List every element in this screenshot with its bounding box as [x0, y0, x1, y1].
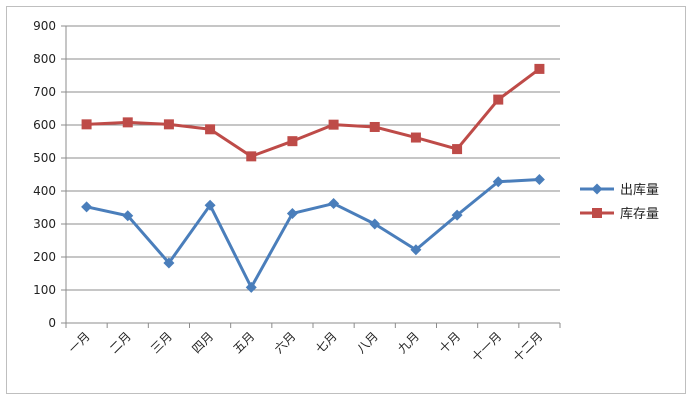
- x-tick-label: 二月: [107, 329, 134, 356]
- data-point: [122, 210, 134, 222]
- x-tick-label: 十月: [436, 329, 463, 356]
- series-2: [81, 63, 545, 162]
- y-tick-label: 800: [33, 52, 56, 66]
- legend-item: 库存量: [580, 206, 659, 222]
- x-tick-label: 十一月: [469, 329, 504, 364]
- y-tick-labels: 0 100 200 300 400 500 600 700 800 900: [33, 19, 56, 330]
- y-tick-label: 900: [33, 19, 56, 33]
- data-point: [533, 173, 545, 185]
- axes: [65, 26, 561, 328]
- legend-item: 出库量: [580, 182, 659, 198]
- series-line: [86, 67, 541, 158]
- data-point: [163, 257, 175, 269]
- data-point: [245, 281, 257, 293]
- grid-lines: [61, 25, 560, 324]
- y-tick-label: 300: [33, 217, 56, 231]
- data-point: [451, 209, 463, 221]
- x-tick-label: 九月: [395, 329, 422, 356]
- data-point: [204, 199, 216, 211]
- data-point: [163, 119, 174, 130]
- x-tick-label: 七月: [313, 329, 340, 356]
- data-point: [246, 151, 257, 162]
- data-point: [81, 119, 92, 130]
- y-tick-label: 500: [33, 151, 56, 165]
- series-group: [81, 63, 545, 293]
- x-tick-label: 四月: [189, 329, 216, 356]
- data-point: [205, 124, 216, 135]
- data-point: [287, 136, 298, 147]
- data-point: [492, 176, 504, 188]
- x-tick-label: 十二月: [510, 329, 545, 364]
- x-tick-label: 一月: [66, 329, 93, 356]
- series-1: [81, 173, 545, 293]
- data-point: [410, 132, 421, 143]
- data-point: [81, 201, 93, 213]
- data-point: [328, 198, 340, 210]
- x-tick-label: 八月: [354, 329, 381, 356]
- x-tick-label: 六月: [272, 329, 299, 356]
- data-point: [534, 63, 545, 74]
- x-tick-label: 三月: [148, 329, 175, 356]
- data-point: [286, 207, 298, 219]
- data-point: [493, 94, 504, 105]
- data-point: [452, 144, 463, 155]
- legend-swatch-marker: [592, 208, 602, 218]
- x-tick-label: 五月: [230, 329, 257, 356]
- x-tick-labels: 一月 二月 三月 四月 五月 六月 七月 八月 九月 十月 十一月 十二月: [66, 329, 546, 364]
- legend-swatch-marker: [591, 183, 603, 195]
- series-line: [86, 177, 540, 289]
- y-tick-label: 700: [33, 85, 56, 99]
- data-point: [328, 119, 339, 130]
- data-point: [122, 117, 133, 128]
- legend-label: 出库量: [620, 182, 659, 198]
- data-point: [369, 218, 381, 230]
- legend-label: 库存量: [620, 206, 659, 222]
- y-tick-label: 400: [33, 184, 56, 198]
- y-tick-label: 600: [33, 118, 56, 132]
- data-point: [410, 244, 422, 256]
- data-point: [369, 121, 380, 132]
- y-tick-label: 200: [33, 250, 56, 264]
- y-tick-label: 0: [48, 316, 56, 330]
- chart-frame: [6, 6, 686, 394]
- y-tick-label: 100: [33, 283, 56, 297]
